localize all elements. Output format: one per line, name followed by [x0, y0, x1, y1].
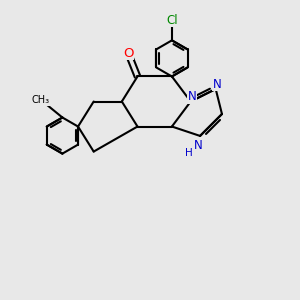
Text: O: O — [123, 46, 133, 59]
Text: N: N — [188, 90, 197, 103]
Text: N: N — [194, 139, 203, 152]
Text: CH₃: CH₃ — [32, 95, 50, 105]
Text: N: N — [213, 78, 222, 91]
Text: H: H — [185, 148, 193, 158]
Text: Cl: Cl — [166, 14, 178, 26]
